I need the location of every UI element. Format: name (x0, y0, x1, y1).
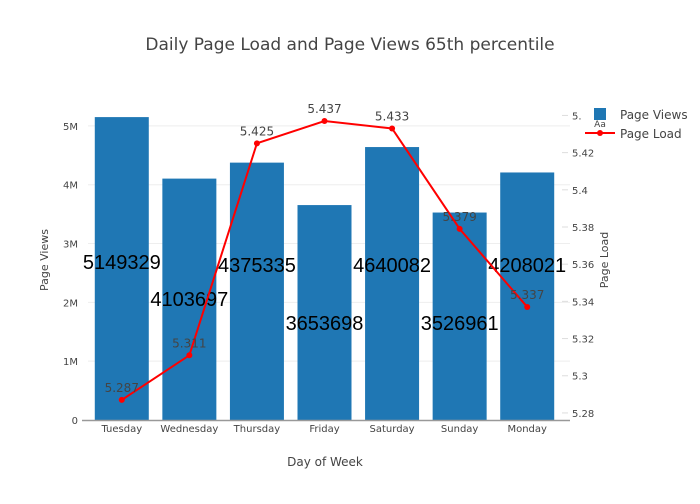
page-load-marker (389, 125, 396, 132)
page-load-label: 5.287 (105, 381, 139, 395)
page-load-marker (253, 140, 260, 147)
page-load-label: 5.437 (307, 102, 341, 116)
x-axis-title: Day of Week (287, 455, 363, 469)
y2-tick-label: 5.36 (572, 260, 594, 271)
y2-tick-label: 5.42 (572, 149, 594, 160)
line-series: 5.287 5.311 5.425 5.437 5.433 5.379 5.337 (105, 102, 544, 403)
chart-title: Daily Page Load and Page Views 65th perc… (145, 35, 554, 55)
x-tick-label: Sunday (441, 424, 478, 435)
x-tick-label: Thursday (233, 424, 281, 435)
y2-tick-label: 5.38 (572, 223, 594, 234)
bar-value-label: 4103697 (150, 289, 228, 311)
y-tick-label: 4M (63, 181, 78, 192)
bar-monday (500, 172, 555, 420)
legend-bar-swatch[interactable] (594, 108, 606, 120)
y-tick-label: 2M (63, 298, 78, 309)
page-load-label: 5.433 (375, 109, 409, 123)
bar-value-label: 4640082 (353, 255, 431, 277)
x-axis: Tuesday Wednesday Thursday Friday Saturday Su… (82, 419, 570, 435)
bar-tuesday (94, 117, 149, 420)
x-tick-label: Tuesday (100, 424, 142, 435)
y2-axis-title: Page Load (598, 232, 611, 289)
page-load-marker (321, 118, 328, 125)
x-tick-label: Saturday (370, 424, 415, 435)
bar-value-label: 3653698 (286, 313, 364, 335)
page-load-marker (456, 225, 463, 232)
x-tick-label: Friday (309, 424, 339, 435)
y-axis: 0 1M 2M 3M 4M 5M (63, 122, 78, 427)
y2-tick-label: 5.3 (572, 372, 588, 383)
bar-value-label: 4208021 (488, 255, 566, 277)
bar-value-label: 5149329 (83, 252, 161, 274)
legend: Page Views Aa Page Load (585, 108, 688, 141)
x-tick-label: Wednesday (160, 424, 218, 435)
legend-line-marker (597, 130, 603, 136)
bar-saturday (365, 147, 420, 420)
bar-thursday (229, 162, 284, 420)
bar-value-label: 3526961 (421, 313, 499, 335)
y2-tick-label: 5. (572, 111, 582, 122)
page-load-marker (524, 303, 531, 310)
legend-label-page-load[interactable]: Page Load (620, 127, 682, 141)
page-load-label: 5.425 (240, 124, 274, 138)
y2-axis: 5.28 5.3 5.32 5.34 5.36 5.38 5.4 5.42 5. (572, 111, 594, 420)
y-axis-title: Page Views (38, 229, 51, 291)
page-load-label: 5.311 (172, 336, 206, 350)
legend-stray-text: Aa (594, 120, 606, 130)
bars (94, 117, 555, 420)
page-load-label: 5.337 (510, 288, 544, 302)
y2-tick-label: 5.34 (572, 297, 594, 308)
page-load-marker (186, 352, 193, 359)
x-tick-label: Monday (507, 424, 547, 435)
y-tick-label: 5M (63, 122, 78, 133)
y-tick-label: 0 (72, 416, 78, 427)
bar-labels: 5149329 4103697 4375335 3653698 4640082 35269… (83, 252, 566, 335)
page-load-marker (118, 396, 125, 403)
legend-label-page-views[interactable]: Page Views (620, 108, 688, 122)
y-tick-label: 1M (63, 357, 78, 368)
bar-friday (297, 205, 352, 420)
y2-tick-label: 5.32 (572, 335, 594, 346)
y2-tick-label: 5.4 (572, 186, 588, 197)
bar-value-label: 4375335 (218, 255, 296, 277)
page-load-label: 5.379 (442, 210, 476, 224)
y-tick-label: 3M (63, 240, 78, 251)
y2-tick-label: 5.28 (572, 409, 594, 420)
bar-sunday (432, 212, 487, 420)
